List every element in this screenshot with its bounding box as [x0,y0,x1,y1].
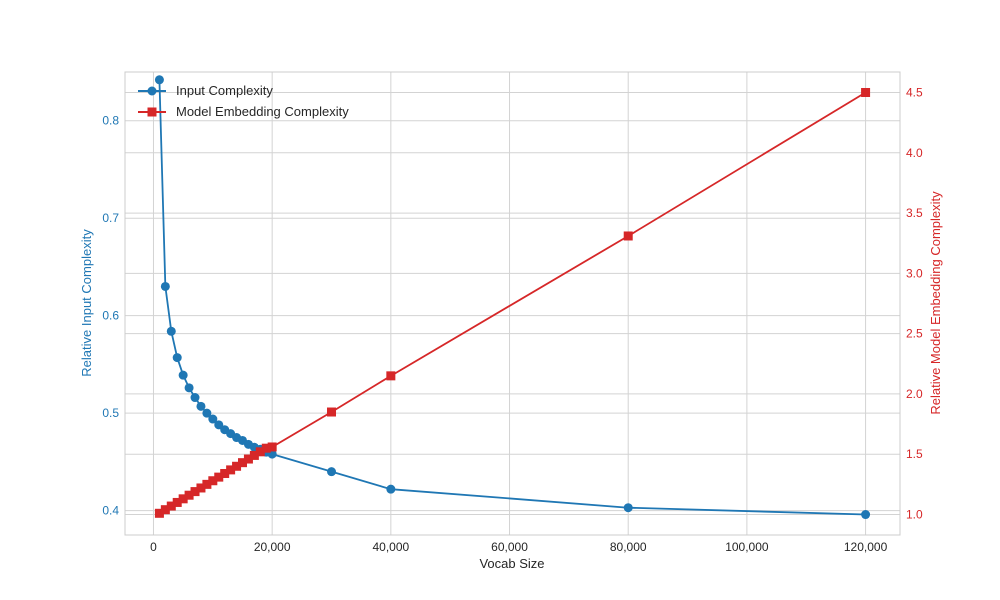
data-point-input-complexity [861,510,871,520]
data-point-model-embedding-complexity [261,443,271,453]
axis-labels: Vocab Size Relative Input Complexity Rel… [79,85,943,571]
data-point-model-embedding-complexity [237,458,247,468]
x-tick-label: 20,000 [254,540,291,554]
data-point-input-complexity [184,383,194,393]
data-point-model-embedding-complexity [184,490,194,500]
data-point-model-embedding-complexity [208,476,218,486]
right-y-tick-label: 2.5 [906,327,923,341]
grid-lines [125,72,900,535]
legend-marker-model-embedding-complexity [147,107,157,117]
data-point-input-complexity [172,353,182,363]
right-y-tick-label: 2.0 [906,387,923,401]
right-y-tick-label: 1.5 [906,447,923,461]
data-point-input-complexity [160,281,170,291]
data-point-model-embedding-complexity [154,508,164,518]
data-point-model-embedding-complexity [623,231,633,241]
data-point-input-complexity [327,467,337,477]
data-point-model-embedding-complexity [267,442,277,452]
data-point-model-embedding-complexity [196,483,206,493]
right-y-tick-label: 4.5 [906,85,923,99]
data-point-model-embedding-complexity [214,472,224,482]
left-y-tick-label: 0.8 [102,114,119,128]
series-layer [154,75,871,520]
data-point-model-embedding-complexity [166,501,176,511]
data-point-model-embedding-complexity [243,454,253,464]
left-y-axis-label: Relative Input Complexity [79,229,94,377]
data-point-model-embedding-complexity [249,450,259,460]
data-point-model-embedding-complexity [172,497,182,507]
data-point-model-embedding-complexity [861,87,871,97]
data-point-model-embedding-complexity [232,461,242,471]
data-point-input-complexity [196,401,206,411]
right-y-axis-label: Relative Model Embedding Complexity [928,191,943,415]
left-y-tick-label: 0.6 [102,309,119,323]
legend-marker-input-complexity [147,86,157,96]
data-point-input-complexity [214,420,224,430]
x-tick-label: 120,000 [844,540,888,554]
data-point-model-embedding-complexity [226,465,236,475]
x-tick-label: 0 [150,540,157,554]
legend-label-model-embedding-complexity: Model Embedding Complexity [176,104,349,119]
data-point-input-complexity [190,393,200,403]
data-point-model-embedding-complexity [190,487,200,497]
left-y-tick-label: 0.7 [102,211,119,225]
right-y-tick-label: 3.5 [906,206,923,220]
left-y-tick-label: 0.4 [102,504,119,518]
data-point-input-complexity [208,414,218,424]
data-point-input-complexity [202,408,212,418]
data-point-input-complexity [178,370,188,380]
x-tick-label: 100,000 [725,540,769,554]
x-axis-label: Vocab Size [479,556,544,571]
left-y-tick-label: 0.5 [102,406,119,420]
x-tick-label: 40,000 [372,540,409,554]
legend-label-input-complexity: Input Complexity [176,83,273,98]
right-y-tick-label: 1.0 [906,508,923,522]
data-point-input-complexity [166,326,176,336]
data-point-input-complexity [154,75,164,85]
data-point-model-embedding-complexity [178,494,188,504]
right-y-tick-label: 3.0 [906,266,923,280]
right-y-tick-label: 4.0 [906,146,923,160]
data-point-model-embedding-complexity [255,447,265,457]
data-point-input-complexity [623,503,633,513]
plot-frame [124,71,901,536]
data-point-input-complexity [386,484,396,494]
data-point-model-embedding-complexity [202,479,212,489]
data-point-model-embedding-complexity [386,371,396,381]
legend: Input Complexity Model Embedding Complex… [138,83,349,119]
data-point-model-embedding-complexity [160,505,170,515]
data-point-model-embedding-complexity [327,407,337,417]
data-point-model-embedding-complexity [220,469,230,479]
x-tick-label: 80,000 [610,540,647,554]
x-tick-label: 60,000 [491,540,528,554]
